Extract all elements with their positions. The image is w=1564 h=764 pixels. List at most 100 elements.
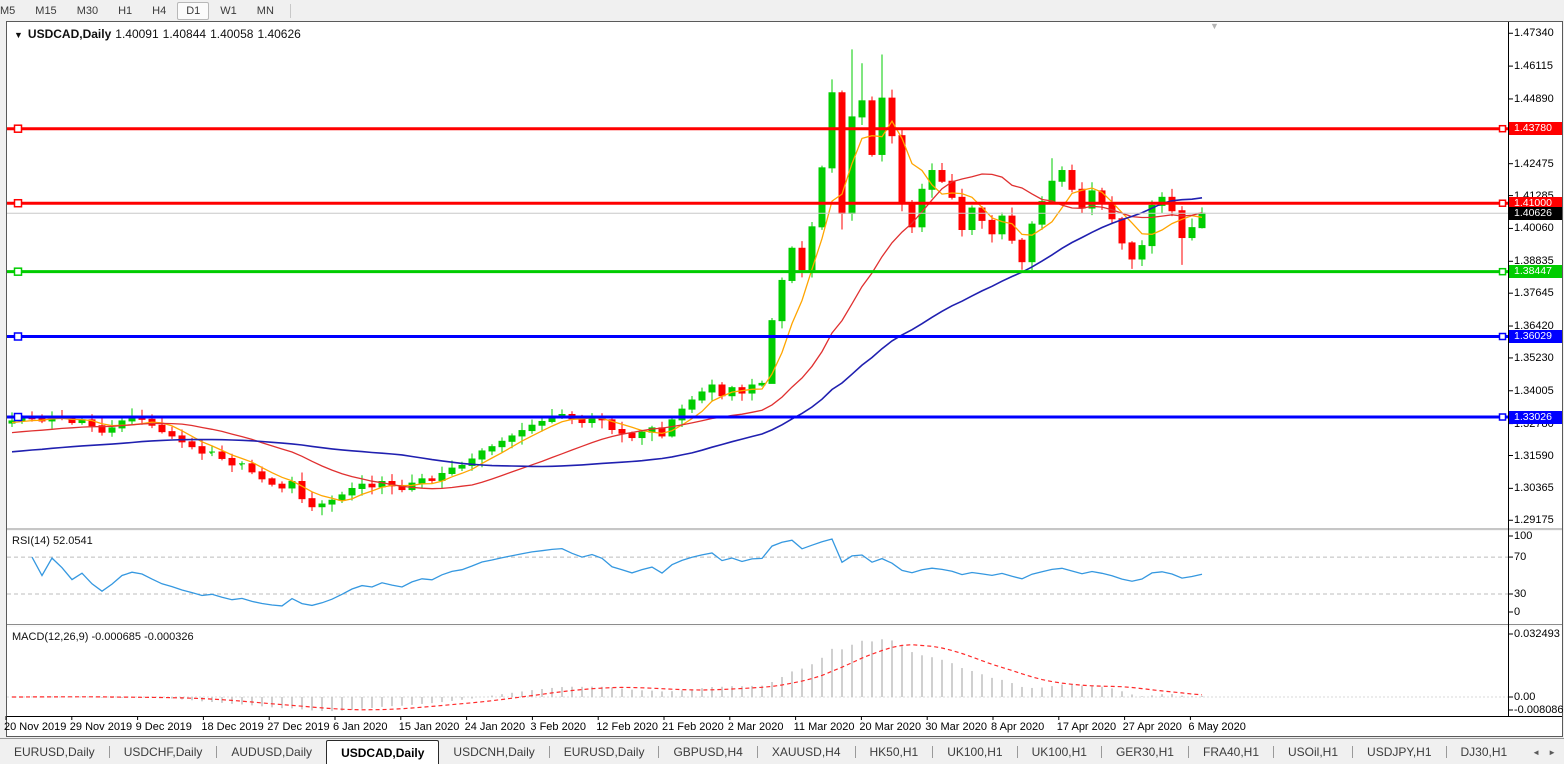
date-axis-label: 11 Mar 2020 [793, 721, 855, 733]
chart-tab-ger30-11[interactable]: GER30,H1 [1115, 745, 1174, 759]
line-handle[interactable] [13, 198, 23, 208]
timeframe-button-m15[interactable]: M15 [35, 4, 57, 17]
tab-divider [1100, 746, 1102, 758]
date-axis-label: 6 May 2020 [1188, 721, 1246, 733]
chart-shift-marker-icon[interactable]: ▼ [1210, 21, 1219, 31]
tab-divider [1016, 746, 1018, 758]
date-axis-label: 27 Dec 2019 [267, 721, 330, 733]
candle-down [888, 97, 896, 137]
chart-tab-uk100-10[interactable]: UK100,H1 [1031, 745, 1087, 759]
chart-tab-audusd-2[interactable]: AUDUSD,Daily [231, 745, 313, 759]
date-axis-label: 24 Jan 2020 [464, 721, 526, 733]
timeframe-button-mn[interactable]: MN [256, 4, 274, 17]
candle-down [298, 481, 306, 500]
symbol-dropdown-icon[interactable]: ▼ [14, 30, 23, 40]
price-axis-label: 1.30365 [1514, 482, 1554, 495]
candle-up [828, 92, 836, 169]
candle-up [638, 431, 646, 439]
candle-up [338, 494, 346, 501]
chart-tab-uk100-9[interactable]: UK100,H1 [947, 745, 1003, 759]
candle-up [328, 499, 336, 505]
line-handle[interactable] [1498, 124, 1507, 133]
candle-down [798, 247, 806, 271]
candle-up [998, 215, 1006, 235]
candle-up [1158, 196, 1166, 206]
date-axis-label: 27 Apr 2020 [1122, 721, 1182, 733]
date-axis-label: 2 Mar 2020 [727, 721, 784, 733]
hline-price-tag[interactable]: 1.41000 [1509, 196, 1562, 210]
candle-down [158, 424, 166, 433]
chart-tab-eurusd-5[interactable]: EURUSD,Daily [563, 745, 645, 759]
candle-up [668, 419, 676, 437]
rsi-axis-label: 70 [1514, 551, 1527, 564]
tab-scroll-left-icon[interactable]: ◄ [1532, 747, 1541, 757]
candle-up [1088, 190, 1096, 209]
date-axis-label: 3 Feb 2020 [530, 721, 587, 733]
chart-tab-eurusd-0[interactable]: EURUSD,Daily [14, 745, 95, 759]
timeframe-button-h4[interactable]: H4 [152, 4, 167, 17]
hline-price-tag[interactable]: 1.36029 [1509, 330, 1562, 343]
current-price-tag: 1.40626 [1509, 206, 1562, 220]
chart-tab-hk50-8[interactable]: HK50,H1 [869, 745, 919, 759]
line-handle[interactable] [1498, 413, 1507, 421]
candle-up [1188, 227, 1196, 239]
candle-down [268, 478, 276, 485]
rsi-axis-label: 100 [1514, 530, 1533, 542]
macd-axis-label: 0.032493 [1514, 627, 1560, 640]
chart-tab-fra40-12[interactable]: FRA40,H1 [1202, 745, 1260, 759]
chart-tab-usdcad-3[interactable]: USDCAD,Daily [326, 740, 440, 764]
candle-down [368, 483, 376, 488]
candle-up [768, 320, 776, 384]
tab-divider [1187, 746, 1189, 758]
candle-down [1078, 188, 1086, 209]
candle-up [518, 430, 526, 437]
candle-up [968, 207, 976, 231]
line-handle[interactable] [13, 332, 23, 341]
chart-title: ▼ USDCAD,Daily 1.40091 1.40844 1.40058 1.4062… [14, 27, 301, 41]
tab-divider [854, 746, 856, 758]
chart-tab-xauusd-7[interactable]: XAUUSD,H4 [771, 745, 841, 759]
timeframe-button-m30[interactable]: M30 [76, 4, 99, 17]
candle-down [68, 418, 76, 424]
price-axis-label: 1.29175 [1514, 514, 1554, 527]
toolbar-separator [289, 3, 291, 18]
macd-indicator-label: MACD(12,26,9) -0.000685 -0.000326 [12, 631, 194, 643]
line-handle[interactable] [1498, 267, 1507, 276]
ma-medium-line [11, 173, 1203, 490]
timeframe-button-w1[interactable]: W1 [220, 4, 237, 17]
line-handle[interactable] [13, 267, 23, 276]
line-handle[interactable] [13, 412, 23, 422]
line-handle[interactable] [13, 124, 23, 133]
candle-up [818, 167, 826, 228]
timeframe-button-d1[interactable]: D1 [177, 1, 210, 20]
timeframe-button-h1[interactable]: H1 [118, 4, 133, 17]
ma-slow-line [11, 197, 1203, 468]
candle-down [898, 135, 906, 204]
ohlc-high: 1.40844 [162, 27, 207, 41]
line-handle[interactable] [1498, 199, 1507, 207]
date-axis-label: 6 Jan 2020 [333, 721, 388, 733]
chart-tab-usdjpy-14[interactable]: USDJPY,H1 [1367, 745, 1432, 759]
candle-up [498, 440, 506, 448]
hline-price-tag[interactable]: 1.33026 [1509, 410, 1562, 424]
chart-tab-gbpusd-6[interactable]: GBPUSD,H4 [673, 745, 743, 759]
hline-price-tag[interactable]: 1.38447 [1509, 265, 1562, 279]
line-handle[interactable] [1498, 332, 1507, 341]
hline-price-tag[interactable]: 1.43780 [1509, 122, 1562, 136]
price-axis-label: 1.47340 [1514, 27, 1554, 40]
candle-up [528, 424, 536, 432]
chart-tab-usdchf-1[interactable]: USDCHF,Daily [123, 745, 203, 759]
price-axis-label: 1.40060 [1514, 222, 1554, 235]
chart-tab-usoil-13[interactable]: USOil,H1 [1288, 745, 1339, 759]
candle-up [918, 188, 926, 228]
tab-divider [1445, 746, 1447, 758]
tab-scroll-right-icon[interactable]: ► [1548, 747, 1556, 757]
chart-tab-dj30-15[interactable]: DJ30,H1 [1460, 745, 1508, 759]
price-axis-label: 1.42475 [1514, 157, 1554, 170]
chart-tab-usdcnh-4[interactable]: USDCNH,Daily [453, 745, 535, 759]
date-axis-label: 9 Dec 2019 [135, 721, 192, 733]
macd-axis-label: -0.008086 [1514, 704, 1564, 716]
candle-up [698, 391, 706, 401]
timeframe-button-m5[interactable]: M5 [0, 4, 16, 17]
